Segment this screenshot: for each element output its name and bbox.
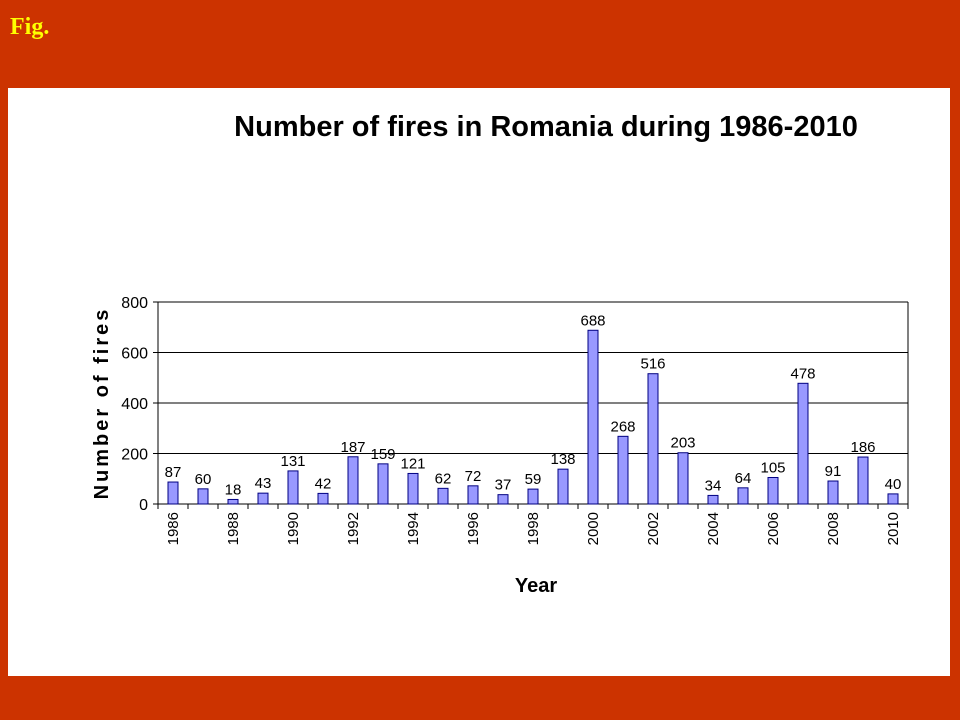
chart-title: Number of fires in Romania during 1986-2… [234, 111, 858, 143]
fig-label: Fig. [10, 14, 50, 40]
data-label: 131 [280, 453, 305, 470]
bar-1995 [437, 487, 449, 505]
bar-1990 [287, 470, 299, 505]
bar-2005 [737, 487, 749, 505]
data-label: 187 [340, 439, 365, 456]
x-tick-label: 1990 [285, 512, 302, 545]
x-tick-label: 2010 [885, 512, 902, 545]
y-tick-label: 0 [139, 497, 148, 514]
data-label: 37 [495, 477, 512, 494]
bar-2001 [617, 435, 629, 505]
bar-1986 [167, 481, 179, 505]
bar-chart: Number of fires in Romania during 1986-2… [91, 111, 909, 597]
data-label: 516 [640, 356, 665, 373]
bar-1992 [347, 456, 359, 505]
x-tick-label: 2002 [645, 512, 662, 545]
data-label: 105 [760, 459, 785, 476]
data-label: 62 [435, 470, 452, 487]
x-tick-label: 2006 [765, 512, 782, 545]
chart-panel: Number of fires in Romania during 1986-2… [8, 88, 950, 676]
bar-2004 [707, 494, 719, 505]
data-label: 64 [735, 470, 752, 487]
x-tick-label: 1986 [165, 512, 182, 545]
bar-1999 [557, 468, 569, 505]
data-label: 688 [580, 312, 605, 329]
data-label: 138 [550, 451, 575, 468]
bar-2010 [887, 493, 899, 505]
data-label: 159 [370, 446, 395, 463]
data-label: 59 [525, 471, 542, 488]
bar-1997 [497, 494, 509, 505]
x-tick-label: 1996 [465, 512, 482, 545]
bar-1991 [317, 492, 329, 505]
data-label: 34 [705, 477, 722, 494]
y-tick-label: 200 [121, 447, 148, 464]
bar-2008 [827, 480, 839, 505]
data-label: 72 [465, 468, 482, 485]
y-axis-title: Number of fires [91, 307, 113, 500]
bar-2007 [797, 382, 809, 505]
bar-2002 [647, 373, 659, 505]
y-tick-label: 600 [121, 346, 148, 363]
x-axis-title: Year [515, 575, 557, 597]
bar-2006 [767, 476, 779, 505]
bar-1987 [197, 488, 209, 505]
data-label: 203 [670, 435, 695, 452]
bar-1989 [257, 492, 269, 505]
data-label: 60 [195, 471, 212, 488]
data-label: 186 [850, 439, 875, 456]
data-label: 91 [825, 463, 842, 480]
x-tick-label: 1992 [345, 512, 362, 545]
data-label: 121 [400, 455, 425, 472]
data-label: 18 [225, 481, 242, 498]
data-label: 42 [315, 475, 332, 492]
bar-2003 [677, 452, 689, 505]
bar-1988 [227, 498, 239, 505]
y-tick-label: 400 [121, 396, 148, 413]
bar-1994 [407, 472, 419, 505]
x-tick-label: 2000 [585, 512, 602, 545]
data-label: 87 [165, 464, 182, 481]
x-tick-label: 2004 [705, 512, 722, 545]
bar-1998 [527, 488, 539, 505]
x-tick-label: 2008 [825, 512, 842, 545]
bar-2000 [587, 329, 599, 505]
bar-1993 [377, 463, 389, 505]
bar-2009 [857, 456, 869, 505]
x-tick-label: 1998 [525, 512, 542, 545]
bar-1996 [467, 485, 479, 505]
x-tick-label: 1994 [405, 512, 422, 545]
y-tick-label: 800 [121, 295, 148, 312]
data-label: 268 [610, 418, 635, 435]
data-label: 43 [255, 475, 272, 492]
x-tick-label: 1988 [225, 512, 242, 545]
data-label: 40 [885, 476, 902, 493]
data-label: 478 [790, 365, 815, 382]
